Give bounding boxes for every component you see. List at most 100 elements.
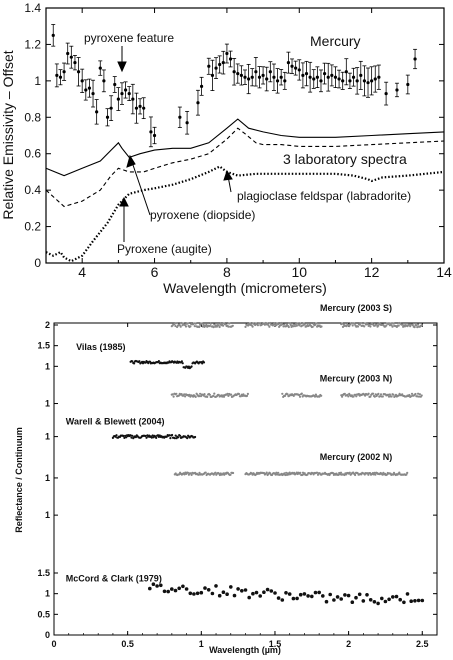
spectrum-point bbox=[148, 360, 152, 363]
spectrum-point bbox=[254, 590, 259, 595]
arrowhead-plagioclase bbox=[223, 169, 233, 181]
mercury-data-point bbox=[66, 51, 70, 56]
spectrum-point bbox=[364, 394, 367, 397]
spectrum-point bbox=[292, 394, 295, 397]
spectrum-point bbox=[346, 593, 351, 598]
mercury-data-point bbox=[319, 79, 323, 83]
spectrum-point bbox=[287, 325, 290, 329]
spectrum-point bbox=[186, 322, 189, 325]
spectrum-point bbox=[159, 583, 163, 588]
spectrum-point bbox=[200, 322, 203, 325]
annotation-diopside: pyroxene (diopside) bbox=[150, 208, 255, 222]
spectrum-point bbox=[247, 595, 251, 600]
spectrum-point bbox=[156, 434, 160, 437]
spectrum-point bbox=[245, 394, 249, 397]
mercury-data-point bbox=[236, 71, 240, 76]
series-label: Mercury (2003 N) bbox=[320, 373, 393, 383]
mercury-data-point bbox=[283, 79, 287, 83]
spectrum-point bbox=[174, 434, 177, 437]
spectrum-point bbox=[284, 473, 287, 477]
y-tick-label: 1.5 bbox=[37, 341, 50, 351]
spectrum-point bbox=[350, 600, 355, 604]
mercury-data-point bbox=[257, 75, 262, 79]
mercury-data-point bbox=[247, 77, 251, 81]
spectrum-point bbox=[354, 473, 357, 477]
spectrum-point bbox=[232, 593, 237, 598]
spectrum-point bbox=[287, 592, 292, 596]
spectrum-point bbox=[198, 325, 201, 329]
mercury-data-point bbox=[337, 77, 341, 81]
mercury-data-point bbox=[326, 75, 330, 79]
mercury-data-point bbox=[297, 68, 301, 72]
mercury-data-point bbox=[102, 79, 106, 83]
mercury-data-point bbox=[366, 81, 370, 85]
spectrum-point bbox=[178, 473, 181, 476]
mercury-data-point bbox=[355, 79, 359, 83]
emissivity-series bbox=[45, 24, 445, 263]
spectrum-point bbox=[227, 394, 230, 397]
spectrum-point bbox=[194, 435, 197, 439]
spectrum-point bbox=[208, 393, 211, 396]
spectrum-point bbox=[210, 591, 215, 596]
spectrum-point bbox=[274, 473, 277, 476]
spectrum-point bbox=[372, 392, 375, 395]
spectrum-point bbox=[122, 434, 125, 438]
mercury-data-point bbox=[254, 70, 258, 74]
spectrum-point bbox=[317, 590, 322, 595]
spectrum-point bbox=[405, 592, 410, 596]
spectrum-point bbox=[221, 590, 226, 594]
spectrum-point bbox=[157, 360, 160, 363]
spectrum-point bbox=[343, 392, 346, 395]
spectrum-point bbox=[388, 393, 391, 396]
y-tick-label: 1 bbox=[45, 510, 50, 520]
spectrum-point bbox=[251, 591, 255, 596]
spectrum-point bbox=[303, 472, 306, 475]
arrowhead-diopside bbox=[126, 154, 136, 168]
y-tick-label: 0.8 bbox=[24, 110, 41, 124]
spectrum-point bbox=[265, 471, 268, 474]
x-tick-label: 8 bbox=[223, 264, 231, 280]
x-tick-label: 0.5 bbox=[121, 639, 134, 649]
y-tick-label: 1 bbox=[45, 473, 50, 483]
x-tick-label: 4 bbox=[78, 264, 86, 280]
spectrum-point bbox=[306, 594, 310, 598]
mercury-data-point bbox=[232, 70, 236, 74]
spectrum-point bbox=[254, 323, 257, 327]
x-tick-label: 2.5 bbox=[416, 639, 429, 649]
spectrum-point bbox=[387, 393, 390, 396]
spectrum-point bbox=[258, 322, 261, 325]
spectrum-point bbox=[263, 323, 266, 326]
x-tick-label: 0 bbox=[51, 639, 56, 649]
spectrum-point bbox=[357, 392, 360, 396]
spectrum-point bbox=[190, 365, 193, 368]
mercury-data-point bbox=[290, 64, 294, 68]
spectrum-point bbox=[365, 593, 369, 597]
spectrum-point bbox=[217, 324, 220, 327]
spectrum-point bbox=[381, 473, 384, 476]
spectrum-point bbox=[350, 322, 353, 325]
spectrum-point bbox=[410, 392, 414, 395]
spectrum-point bbox=[181, 324, 184, 327]
spectrum-point bbox=[277, 323, 280, 326]
spectrum-point bbox=[202, 361, 206, 364]
spectrum-point bbox=[368, 598, 373, 602]
spectrum-point bbox=[373, 395, 376, 398]
spectrum-point bbox=[229, 585, 233, 589]
spectrum-point bbox=[186, 471, 190, 474]
spectrum-point bbox=[420, 598, 425, 603]
spectrum-point bbox=[392, 322, 395, 325]
spectrum-point bbox=[417, 392, 420, 395]
spectrum-point bbox=[166, 589, 170, 594]
spectrum-point bbox=[420, 394, 423, 397]
spectrum-point bbox=[402, 600, 406, 605]
spectrum-point bbox=[379, 393, 383, 396]
spectrum-point bbox=[195, 591, 200, 596]
spectrum-point bbox=[283, 472, 286, 475]
mercury-data-point bbox=[333, 75, 338, 79]
mercury-data-point bbox=[134, 106, 139, 110]
spectrum-point bbox=[391, 595, 395, 599]
spectrum-point bbox=[300, 392, 303, 395]
mercury-data-point bbox=[124, 88, 128, 92]
spectrum-point bbox=[148, 586, 152, 591]
spectrum-point bbox=[320, 325, 323, 328]
